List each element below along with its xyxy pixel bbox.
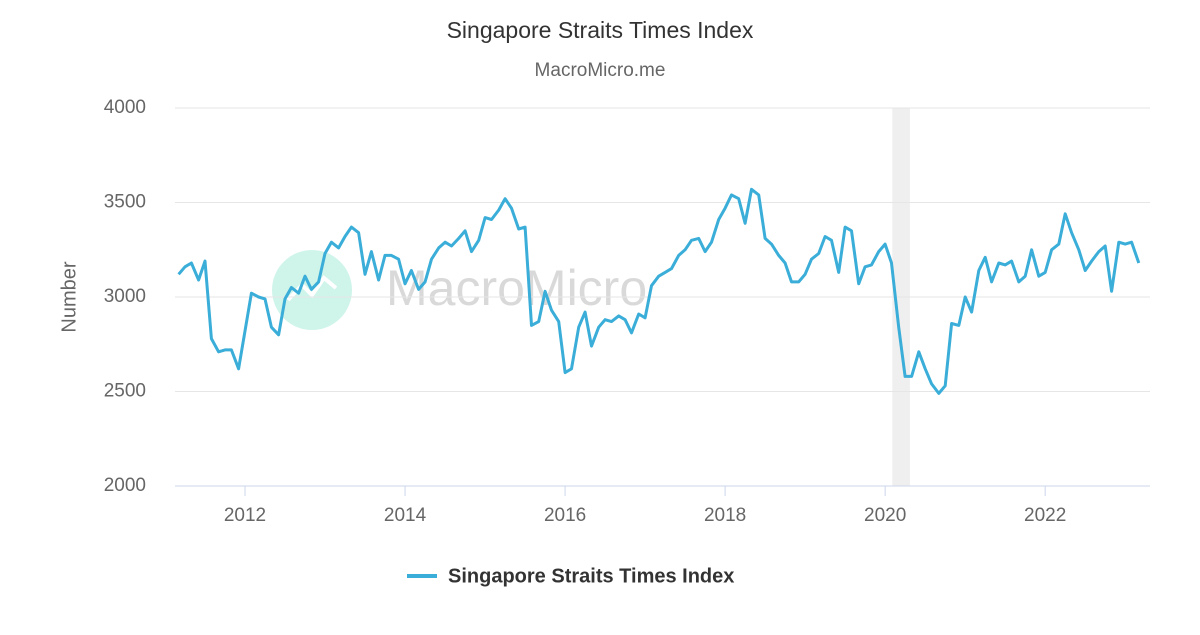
chart-subtitle: MacroMicro.me xyxy=(535,60,666,81)
y-tick-label: 2500 xyxy=(104,381,146,402)
watermark-text: MacroMicro xyxy=(386,260,647,316)
y-axis-label: Number xyxy=(58,261,80,332)
chart-title: Singapore Straits Times Index xyxy=(447,17,754,43)
x-tick-label: 2016 xyxy=(544,505,586,526)
x-tick-label: 2018 xyxy=(704,505,746,526)
legend: Singapore Straits Times Index xyxy=(407,565,734,587)
y-tick-label: 3500 xyxy=(104,192,146,213)
series-line xyxy=(177,187,1141,395)
x-tick-label: 2020 xyxy=(864,505,906,526)
y-tick-label: 3000 xyxy=(104,286,146,307)
x-tick-label: 2022 xyxy=(1024,505,1066,526)
x-tick-label: 2012 xyxy=(224,505,266,526)
legend-label: Singapore Straits Times Index xyxy=(448,565,734,587)
watermark: MacroMicro xyxy=(272,250,647,330)
watermark-logo-line xyxy=(286,275,338,302)
y-tick-label: 2000 xyxy=(104,475,146,496)
y-tick-label: 4000 xyxy=(104,97,146,118)
x-tick-label: 2014 xyxy=(384,505,427,526)
